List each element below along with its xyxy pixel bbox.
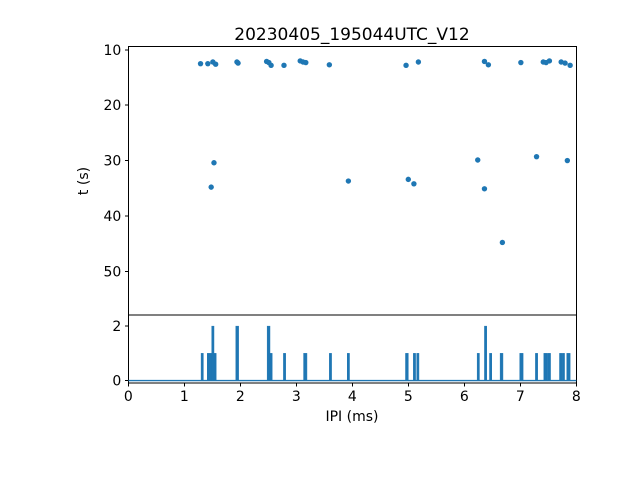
y-axis-label: t (s) — [76, 167, 92, 195]
histogram-bar — [235, 325, 239, 381]
y-tick-label: 0 — [112, 374, 121, 390]
scatter-point — [205, 60, 211, 67]
histogram-bar — [476, 353, 480, 381]
scatter-point — [235, 60, 241, 66]
y-tick-label: 30 — [103, 154, 121, 170]
y-tick-label: 50 — [103, 264, 121, 280]
y-tick-label: 20 — [103, 98, 121, 114]
scatter-point — [499, 239, 506, 246]
histogram-bar — [499, 353, 504, 381]
x-axis-label: IPI (ms) — [325, 409, 378, 425]
x-tick-label: 5 — [404, 389, 413, 405]
histogram-bar — [543, 353, 548, 381]
scatter-point — [303, 59, 309, 66]
histogram-bar — [213, 353, 217, 381]
bottom-axes — [127, 314, 577, 384]
histogram-bar — [211, 325, 215, 381]
scatter-point — [564, 157, 571, 164]
histogram-bar — [413, 353, 416, 381]
scatter-point — [481, 58, 488, 65]
histogram-group — [128, 325, 577, 382]
histogram-bar — [535, 353, 538, 381]
histogram-bar — [416, 353, 420, 381]
scatter-point — [281, 62, 287, 69]
histogram-bar — [207, 353, 212, 381]
scatter-point — [475, 157, 481, 163]
histogram-bar — [405, 353, 409, 381]
scatter-point — [518, 59, 524, 66]
histogram-bar — [200, 353, 204, 381]
scatter-point — [345, 178, 352, 184]
scatter-point — [326, 62, 333, 68]
scatter-point — [268, 62, 274, 69]
scatter-point — [208, 184, 214, 190]
histogram-bar — [269, 353, 273, 381]
histogram-bar — [303, 353, 308, 381]
scatter-point — [533, 153, 540, 160]
top-axes-spines — [127, 46, 577, 316]
chart-title: 20230405_195044UTC_V12 — [234, 25, 469, 45]
histogram-bar — [562, 353, 565, 381]
histogram-bar — [519, 353, 524, 381]
scatter-point — [567, 62, 573, 69]
histogram-bar — [547, 353, 551, 381]
x-tick-label: 3 — [292, 389, 301, 405]
y-tick-label: 10 — [103, 43, 121, 59]
histogram-bar — [283, 353, 286, 381]
histogram-bar — [559, 353, 562, 381]
top-axes — [127, 46, 577, 316]
histogram-bar — [347, 353, 350, 381]
x-tick-label: 8 — [572, 389, 581, 405]
scatter-point — [212, 61, 219, 67]
histogram-bar — [484, 325, 487, 381]
scatter-point — [415, 59, 422, 65]
y-tick-label: 2 — [112, 319, 121, 335]
x-tick-label: 7 — [516, 389, 525, 405]
scatter-point — [411, 181, 417, 187]
scatter-point — [403, 62, 409, 69]
scatter-point — [485, 62, 492, 68]
x-tick-label: 4 — [348, 389, 357, 405]
histogram-bar — [266, 325, 271, 381]
scatter-point — [211, 160, 217, 166]
scatter-points-group — [197, 58, 573, 246]
x-tick-label: 1 — [180, 389, 189, 405]
x-tick-label: 0 — [124, 389, 133, 405]
x-tick-label: 2 — [236, 389, 245, 405]
histogram-bar — [329, 353, 332, 381]
histogram-bar — [566, 353, 571, 381]
bottom-axes-spines — [127, 314, 577, 384]
scatter-point — [546, 58, 553, 64]
y-tick-label: 40 — [103, 209, 121, 225]
scatter-point — [481, 186, 488, 192]
scatter-point — [562, 60, 568, 66]
scatter-point — [405, 176, 411, 183]
scatter-point — [197, 60, 204, 67]
histogram-bar — [489, 353, 492, 381]
x-tick-label: 6 — [460, 389, 469, 405]
